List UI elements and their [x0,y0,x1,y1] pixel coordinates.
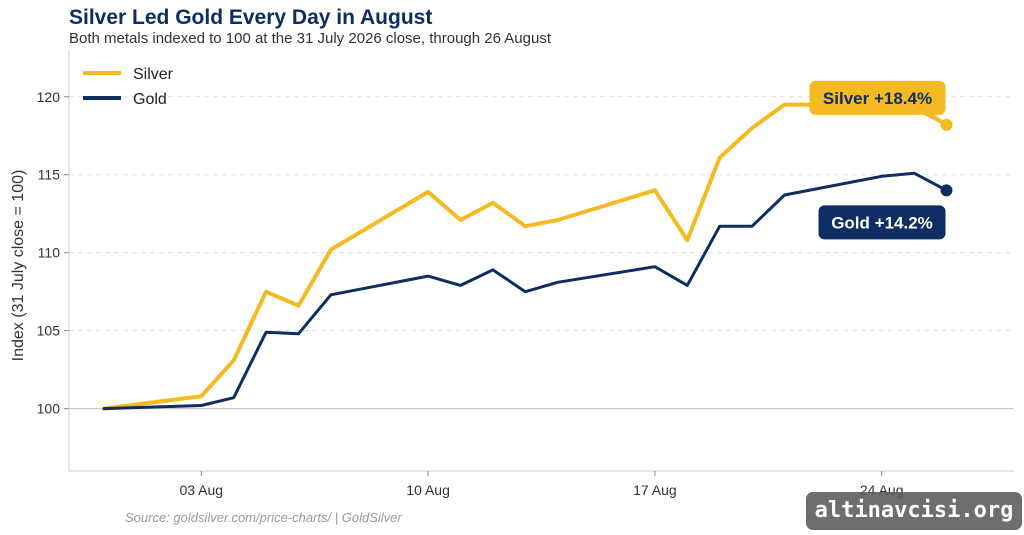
end-point-gold [940,184,953,197]
legend-label-silver: Silver [133,66,174,83]
legend-label-gold: Gold [133,91,167,108]
annotation-label-gold: Gold +14.2% [831,213,933,232]
series-line-silver [102,102,949,411]
y-axis-label: Index (31 July close = 100) [10,170,27,362]
y-tick-label: 105 [37,323,61,339]
series-line-gold [102,171,948,411]
annotation-box-gold [818,205,946,240]
y-tick-label: 115 [38,167,61,183]
watermark-badge: altinavcisi.org [806,492,1022,530]
y-tick-label: 120 [37,89,61,105]
x-tick-label: 03 Aug [179,482,223,498]
end-point-silver [940,118,953,131]
annotation-label-silver: Silver +18.4% [823,89,932,108]
y-tick-label: 110 [38,245,61,261]
x-tick-label: 10 Aug [406,482,450,498]
x-tick-label: 17 Aug [633,482,677,498]
chart-title: Silver Led Gold Every Day in August [69,6,433,29]
y-tick-label: 100 [37,401,61,417]
chart-subtitle: Both metals indexed to 100 at the 31 Jul… [69,30,551,47]
source-note: Source: goldsilver.com/price-charts/ | G… [125,510,402,525]
annotation-box-silver [809,80,946,115]
